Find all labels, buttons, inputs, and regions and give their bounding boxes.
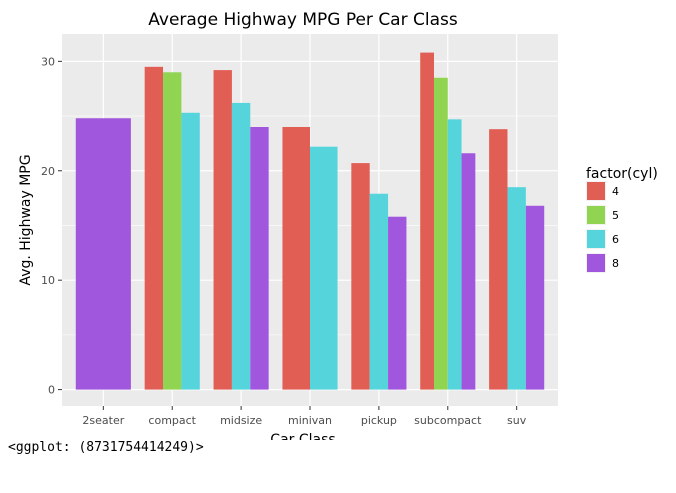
- bar-chart: 0 10 20 30 2seater compact midsize minivan pick…: [18, 10, 658, 440]
- y-tick-label: 20: [41, 165, 55, 178]
- bar-subcompact-cyl-8: [461, 153, 476, 390]
- bar-compact-cyl-5: [163, 72, 182, 390]
- bar-suv-cyl-6: [507, 187, 526, 390]
- bar-pickup-cyl-8: [388, 216, 407, 390]
- x-tick-label: suv: [507, 414, 527, 427]
- x-tick-label: minivan: [288, 414, 332, 427]
- bar-suv-cyl-4: [489, 129, 508, 390]
- x-tick-label: pickup: [361, 414, 397, 427]
- legend-label-8: 8: [612, 257, 619, 270]
- bar-midsize-cyl-6: [231, 102, 251, 390]
- bar-compact-cyl-4: [144, 66, 164, 390]
- bar-2seater-cyl-8: [75, 118, 131, 390]
- bar-midsize-cyl-8: [250, 127, 269, 390]
- bar-compact-cyl-6: [181, 112, 200, 390]
- legend-label-5: 5: [612, 209, 619, 222]
- x-tick-label: midsize: [220, 414, 262, 427]
- bar-suv-cyl-8: [525, 205, 545, 390]
- ggplot-repr-caption: <ggplot: (8731754414249)>: [8, 440, 204, 455]
- bar-midsize-cyl-4: [213, 70, 232, 390]
- y-axis-ticks: 0 10 20 30: [41, 55, 62, 397]
- x-tick-label: compact: [148, 414, 196, 427]
- bar-subcompact-cyl-4: [420, 52, 434, 390]
- x-axis-label: Car Class: [270, 432, 335, 440]
- legend-swatch-4: [587, 182, 605, 200]
- legend-swatch-6: [587, 230, 605, 248]
- bar-pickup-cyl-6: [369, 193, 389, 390]
- x-tick-label: subcompact: [414, 414, 482, 427]
- bar-subcompact-cyl-6: [447, 119, 462, 390]
- bar-subcompact-cyl-5: [434, 77, 448, 390]
- legend: factor(cyl) 4 5 6 8: [586, 166, 658, 273]
- bar-pickup-cyl-4: [351, 163, 370, 390]
- legend-label-4: 4: [612, 185, 619, 198]
- legend-swatch-5: [587, 206, 605, 224]
- x-axis-ticks: 2seater compact midsize minivan pickup subcom…: [82, 406, 527, 427]
- bar-minivan-cyl-6: [310, 146, 338, 390]
- y-axis-label: Avg. Highway MPG: [18, 154, 34, 285]
- y-tick-label: 10: [41, 274, 55, 287]
- legend-title: factor(cyl): [586, 166, 658, 182]
- legend-label-6: 6: [612, 233, 619, 246]
- y-tick-label: 30: [41, 55, 55, 68]
- x-tick-label: 2seater: [82, 414, 124, 427]
- chart-title: Average Highway MPG Per Car Class: [148, 10, 458, 30]
- bar-minivan-cyl-4: [282, 127, 310, 390]
- legend-swatch-8: [587, 254, 605, 272]
- bars: [75, 52, 545, 390]
- y-tick-label: 0: [48, 384, 55, 397]
